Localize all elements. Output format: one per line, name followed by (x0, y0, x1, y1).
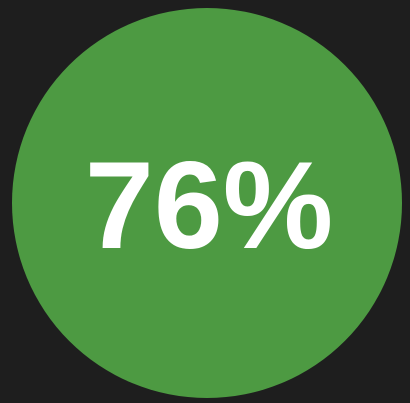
badge-circle (12, 8, 402, 398)
badge-label: 76% (85, 137, 333, 275)
